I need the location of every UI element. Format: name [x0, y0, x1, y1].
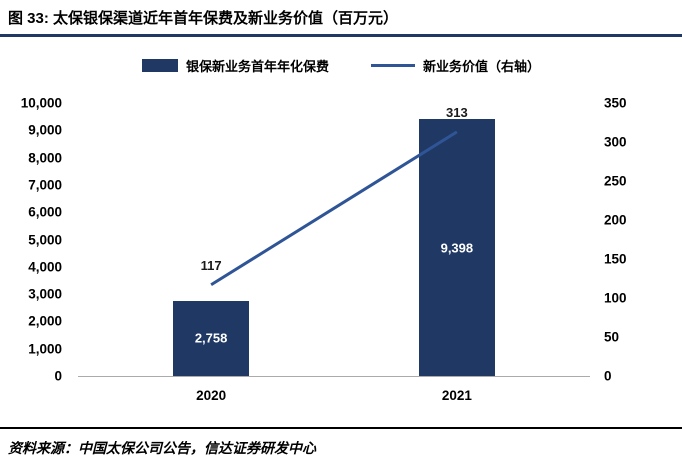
y-left-tick-label: 2,000 — [28, 313, 62, 329]
legend-line-swatch-icon — [371, 63, 415, 67]
chart-area: 10,000 9,000 8,000 7,000 6,000 5,000 4,000 3,00… — [0, 96, 682, 415]
y-left-tick-label: 8,000 — [28, 150, 62, 166]
source-note: 资料来源：中国太保公司公告，信达证券研发中心 — [0, 427, 682, 458]
y-left-tick-label: 9,000 — [28, 122, 62, 138]
y-right-tick-label: 0 — [604, 368, 612, 384]
line-series — [210, 130, 458, 287]
legend-bar-swatch-icon — [141, 58, 178, 72]
y-right-tick-label: 50 — [604, 329, 620, 345]
bar-value-label: 9,398 — [440, 240, 474, 256]
bar-2021: 9,398 — [418, 119, 495, 376]
y-axis-left: 10,000 9,000 8,000 7,000 6,000 5,000 4,000 3,00… — [0, 96, 70, 384]
y-left-tick-label: 7,000 — [28, 177, 62, 193]
y-left-tick-label: 3,000 — [28, 286, 62, 302]
x-tick-label-2020: 2020 — [196, 388, 227, 403]
plot-area: 2,758 9,398 117 313 — [78, 103, 590, 377]
bar-2020: 2,758 — [173, 300, 250, 376]
y-left-tick-label: 10,000 — [20, 95, 62, 111]
bar-value-label: 2,758 — [194, 330, 228, 346]
title-underline — [0, 34, 682, 37]
x-tick-label-2021: 2021 — [441, 388, 472, 403]
legend-item-line: 新业务价值（右轴） — [371, 56, 540, 75]
line-value-label: 313 — [446, 104, 468, 120]
line-value-label: 117 — [200, 257, 222, 273]
y-left-tick-label: 6,000 — [28, 204, 62, 220]
y-left-tick-label: 5,000 — [28, 232, 62, 247]
y-right-tick-label: 250 — [604, 173, 627, 189]
legend-item-bar: 银保新业务首年年化保费 — [141, 56, 329, 75]
legend-line-label: 新业务价值（右轴） — [423, 58, 541, 74]
x-axis: 2020 2021 — [78, 376, 590, 412]
y-axis-right: 350 300 250 200 150 100 50 0 — [596, 96, 676, 384]
legend: 银保新业务首年年化保费 新业务价值（右轴） — [0, 56, 682, 75]
y-right-tick-label: 150 — [604, 251, 627, 267]
chart-title: 图 33: 太保银保渠道近年首年保费及新业务价值（百万元） — [8, 10, 399, 27]
y-right-tick-label: 200 — [604, 212, 627, 228]
legend-bar-label: 银保新业务首年年化保费 — [185, 58, 329, 74]
y-left-tick-label: 0 — [54, 368, 62, 384]
y-left-tick-label: 1,000 — [28, 341, 62, 357]
y-right-tick-label: 300 — [604, 134, 627, 150]
y-right-tick-label: 350 — [604, 95, 627, 111]
y-left-tick-label: 4,000 — [28, 259, 62, 275]
y-right-tick-label: 100 — [604, 290, 627, 306]
